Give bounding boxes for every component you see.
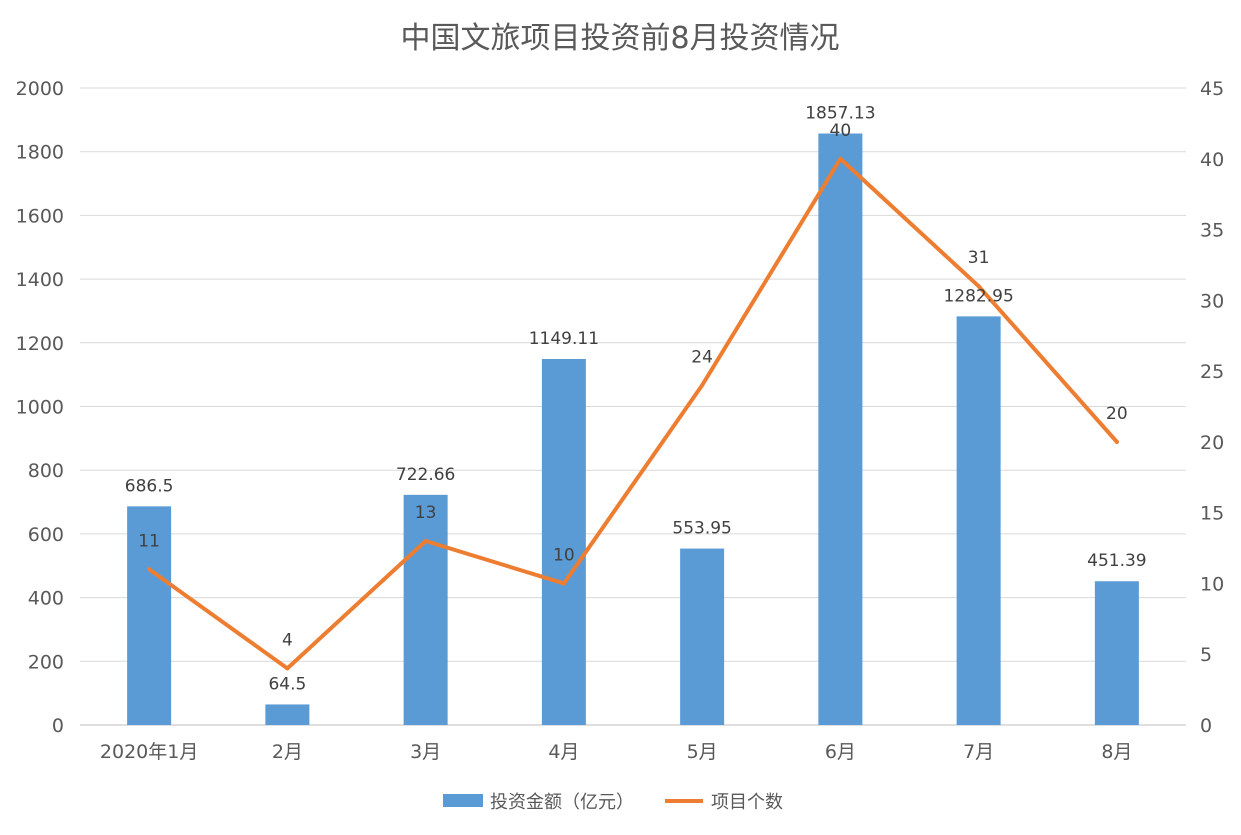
line-data-labels: 11 4 13 10 24 40 31 20 [138,121,1127,651]
line-path [147,156,1119,671]
line-point [423,538,428,543]
legend-label-line: 项目个数 [711,792,783,813]
line-value-label: 20 [1106,404,1128,424]
bar-value-label: 686.5 [125,476,174,496]
line-point [976,284,981,289]
bar [265,704,310,725]
bar-series [127,133,1139,725]
line-value-label: 24 [691,347,713,367]
right-tick-label: 15 [1200,503,1224,525]
left-tick-label: 1400 [16,269,64,291]
right-tick-label: 35 [1200,220,1224,242]
gridlines [80,87,1186,726]
bar-value-label: 553.95 [672,519,731,539]
right-tick-label: 20 [1200,432,1224,454]
x-tick-label: 7月 [963,741,994,763]
x-tick-label: 2020年1月 [100,741,198,763]
x-tick-label: 2月 [272,741,303,763]
chart-title: 中国文旅项目投资前8月投资情况 [400,21,839,56]
bar [680,548,725,725]
x-tick-label: 5月 [687,741,718,763]
line-point [561,581,566,586]
line-point [838,156,843,161]
line-point [147,567,152,572]
x-tick-label: 3月 [410,741,441,763]
bar [127,506,172,725]
right-tick-label: 0 [1200,715,1212,737]
bar-data-labels: 686.5 64.5 722.66 1149.11 553.95 1857.13 1282.… [125,104,1147,695]
bar [403,494,448,725]
legend-label-bar: 投资金额（亿元） [490,792,634,813]
bar [541,359,586,725]
x-tick-label: 6月 [825,741,856,763]
bar [818,133,863,725]
left-tick-label: 0 [52,715,64,737]
right-tick-label: 10 [1200,573,1224,595]
bar [956,316,1001,725]
bar-value-label: 1149.11 [529,329,599,349]
bar-value-label: 451.39 [1087,551,1146,571]
right-axis: 0 5 10 15 20 25 30 35 40 45 [1200,78,1224,737]
right-tick-label: 40 [1200,149,1224,171]
left-tick-label: 1600 [16,205,64,227]
line-value-label: 4 [282,630,293,650]
bar-value-label: 1282.95 [943,286,1013,306]
line-value-label: 40 [830,121,852,141]
x-axis: 2020年1月 2月 3月 4月 5月 6月 7月 8月 [100,741,1133,763]
line-value-label: 13 [415,503,437,523]
right-tick-label: 5 [1200,644,1212,666]
left-tick-label: 400 [28,588,64,610]
legend: 投资金额（亿元） 项目个数 [443,792,783,813]
left-tick-label: 200 [28,651,64,673]
bar-value-label: 722.66 [396,465,455,485]
left-tick-label: 800 [28,460,64,482]
bar-value-label: 1857.13 [805,104,875,124]
x-tick-label: 4月 [548,741,579,763]
left-axis: 0 200 400 600 800 1000 1200 1400 1600 1800 2000 [16,78,64,737]
line-value-label: 10 [553,545,575,565]
right-tick-label: 25 [1200,361,1224,383]
bar-value-label: 64.5 [268,674,306,694]
left-tick-label: 1200 [16,333,64,355]
line-point [700,383,705,388]
legend-swatch-bar [443,794,483,807]
right-tick-label: 30 [1200,290,1224,312]
left-tick-label: 1000 [16,397,64,419]
left-tick-label: 1800 [16,142,64,164]
x-tick-label: 8月 [1101,741,1132,763]
line-value-label: 31 [968,248,990,268]
bar [1094,581,1139,725]
left-tick-label: 600 [28,524,64,546]
line-series [147,156,1119,671]
line-value-label: 11 [138,531,160,551]
left-tick-label: 2000 [16,78,64,100]
right-tick-label: 45 [1200,78,1224,100]
line-point [285,666,290,671]
line-point [1114,439,1119,444]
